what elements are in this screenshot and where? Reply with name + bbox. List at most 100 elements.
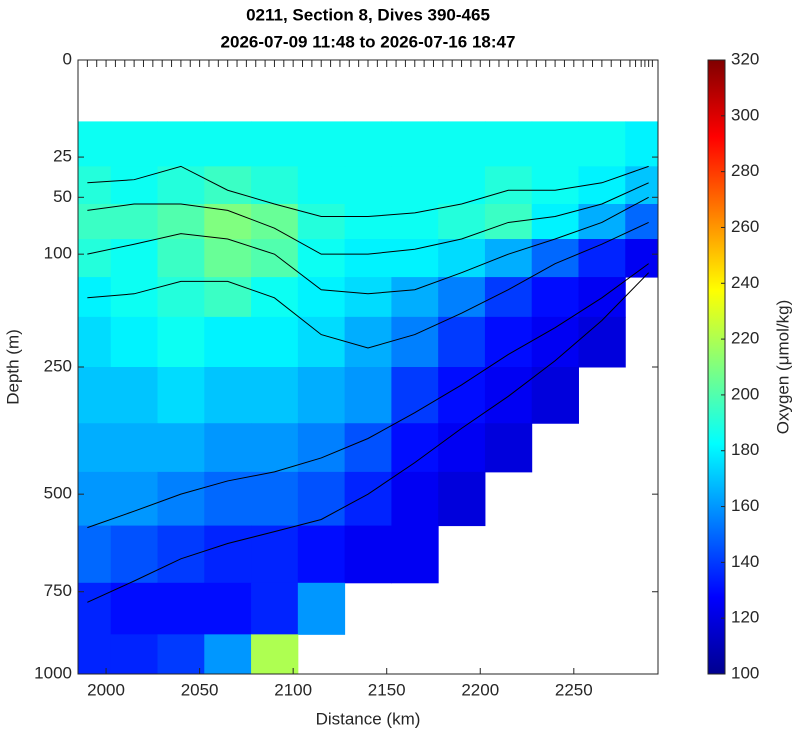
field-cell	[531, 277, 579, 318]
field-cell	[157, 277, 205, 318]
field-cell	[110, 634, 159, 674]
colorbar-tick-label: 220	[731, 329, 759, 348]
field-cell	[484, 121, 533, 167]
x-tick-label: 2250	[555, 680, 593, 699]
x-tick-label: 2150	[368, 680, 406, 699]
field-cell	[438, 367, 486, 424]
field-cell	[438, 316, 486, 368]
field-cell	[157, 121, 205, 167]
field-cell	[344, 367, 392, 424]
field-cell	[78, 166, 112, 205]
field-cell	[344, 166, 392, 205]
field-cell	[438, 203, 486, 240]
field-cell	[110, 316, 159, 368]
field-cell	[484, 239, 533, 278]
field-cell	[251, 471, 299, 527]
field-cell	[78, 203, 112, 240]
field-cell	[391, 121, 439, 167]
colorbar-tick-label: 140	[731, 552, 759, 571]
field-cell	[110, 166, 159, 205]
field-cell	[531, 121, 579, 167]
field-cell	[251, 239, 299, 278]
y-tick-label: 500	[44, 484, 72, 503]
field-cell	[110, 239, 159, 278]
isopycnal-line	[87, 165, 649, 218]
colorbar-tick-label: 200	[731, 384, 759, 403]
field-cell	[110, 203, 159, 240]
chart-subtitle: 2026-07-09 11:48 to 2026-07-16 18:47	[221, 32, 516, 51]
field-cell	[251, 423, 299, 473]
x-tick-label: 2000	[87, 680, 125, 699]
field-cell	[157, 582, 205, 635]
field-cell	[78, 277, 112, 318]
field-cell	[204, 634, 252, 674]
isopycnal-line	[87, 221, 649, 349]
colorbar-tick-label: 160	[731, 496, 759, 515]
isopycnal-line	[87, 182, 649, 255]
field-cell	[531, 367, 579, 424]
y-tick-label: 25	[53, 147, 72, 166]
field-cell	[391, 471, 439, 527]
field-cell	[204, 423, 252, 473]
field-cell	[531, 316, 579, 368]
y-tick-label: 250	[44, 356, 72, 375]
isopycnal-line	[87, 263, 649, 529]
field-cell	[204, 166, 252, 205]
field-cell	[625, 121, 658, 167]
colorbar-tick-label: 180	[731, 440, 759, 459]
colorbar-tick-label: 100	[731, 663, 759, 682]
field-cell	[438, 471, 486, 527]
x-tick-label: 2050	[181, 680, 219, 699]
field-cell	[438, 277, 486, 318]
field-cell	[251, 166, 299, 205]
field-cell	[438, 423, 486, 473]
field-cell	[344, 239, 392, 278]
colorbar-tick-label: 240	[731, 273, 759, 292]
field-cell	[391, 525, 439, 584]
field-cell	[204, 203, 252, 240]
field-cell	[157, 471, 205, 527]
field-cell	[157, 367, 205, 424]
chart-title: 0211, Section 8, Dives 390-465	[246, 5, 490, 24]
field-cell	[157, 239, 205, 278]
y-tick-label: 100	[44, 244, 72, 263]
field-cell	[484, 277, 533, 318]
field-cell	[157, 525, 205, 584]
field-cell	[578, 316, 626, 368]
field-cell	[297, 471, 346, 527]
field-cell	[297, 582, 346, 635]
field-cell	[391, 239, 439, 278]
field-cell	[110, 525, 159, 584]
field-cell	[531, 166, 579, 205]
field-cell	[625, 239, 658, 278]
contours	[87, 165, 650, 603]
field-cell	[251, 367, 299, 424]
field-cell	[484, 367, 533, 424]
field-cell	[251, 316, 299, 368]
field-cell	[110, 582, 159, 635]
field-cell	[344, 121, 392, 167]
field-cell	[251, 582, 299, 635]
field-cell	[344, 423, 392, 473]
colorbar	[707, 59, 726, 675]
field-cell	[297, 367, 346, 424]
field-cell	[157, 166, 205, 205]
x-tick-label: 2100	[274, 680, 312, 699]
field-cell	[297, 423, 346, 473]
field-cell	[578, 121, 626, 167]
field-cell	[297, 277, 346, 318]
field-cell	[204, 316, 252, 368]
y-tick-label: 50	[53, 187, 72, 206]
field-cell	[391, 316, 439, 368]
field-cell	[251, 525, 299, 584]
field	[78, 121, 658, 674]
field-cell	[297, 525, 346, 584]
y-tick-label: 1000	[34, 663, 72, 682]
field-cell	[204, 277, 252, 318]
field-cell	[204, 121, 252, 167]
x-tick-label: 2200	[461, 680, 499, 699]
field-cell	[78, 471, 112, 527]
colorbar-tick-label: 280	[731, 161, 759, 180]
field-cell	[204, 582, 252, 635]
colorbar-label: Oxygen (μmol/kg)	[773, 300, 792, 435]
